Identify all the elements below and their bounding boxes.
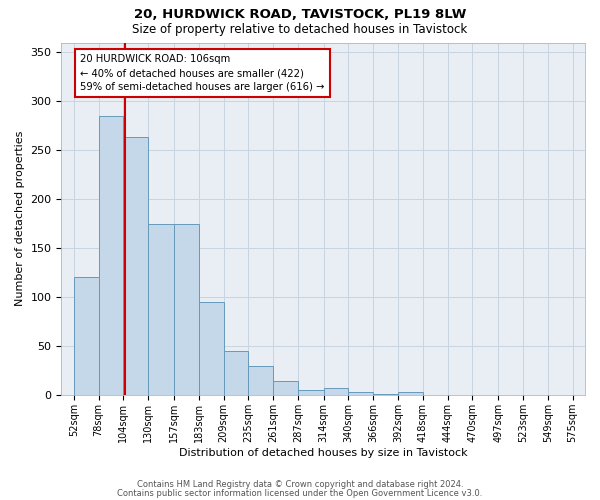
Bar xyxy=(323,388,349,395)
Bar xyxy=(273,381,298,395)
Bar xyxy=(398,392,423,395)
Bar xyxy=(148,224,174,395)
Bar xyxy=(298,390,323,395)
Bar xyxy=(224,351,248,395)
Text: Contains HM Land Registry data © Crown copyright and database right 2024.: Contains HM Land Registry data © Crown c… xyxy=(137,480,463,489)
Bar xyxy=(74,278,98,395)
Text: Contains public sector information licensed under the Open Government Licence v3: Contains public sector information licen… xyxy=(118,488,482,498)
Bar xyxy=(349,392,373,395)
Bar xyxy=(199,302,224,395)
Bar xyxy=(373,394,398,395)
Text: 20, HURDWICK ROAD, TAVISTOCK, PL19 8LW: 20, HURDWICK ROAD, TAVISTOCK, PL19 8LW xyxy=(134,8,466,20)
X-axis label: Distribution of detached houses by size in Tavistock: Distribution of detached houses by size … xyxy=(179,448,467,458)
Bar xyxy=(98,116,124,395)
Bar xyxy=(248,366,273,395)
Text: Size of property relative to detached houses in Tavistock: Size of property relative to detached ho… xyxy=(133,22,467,36)
Bar xyxy=(174,224,199,395)
Y-axis label: Number of detached properties: Number of detached properties xyxy=(15,131,25,306)
Bar xyxy=(124,138,148,395)
Text: 20 HURDWICK ROAD: 106sqm
← 40% of detached houses are smaller (422)
59% of semi-: 20 HURDWICK ROAD: 106sqm ← 40% of detach… xyxy=(80,54,325,92)
